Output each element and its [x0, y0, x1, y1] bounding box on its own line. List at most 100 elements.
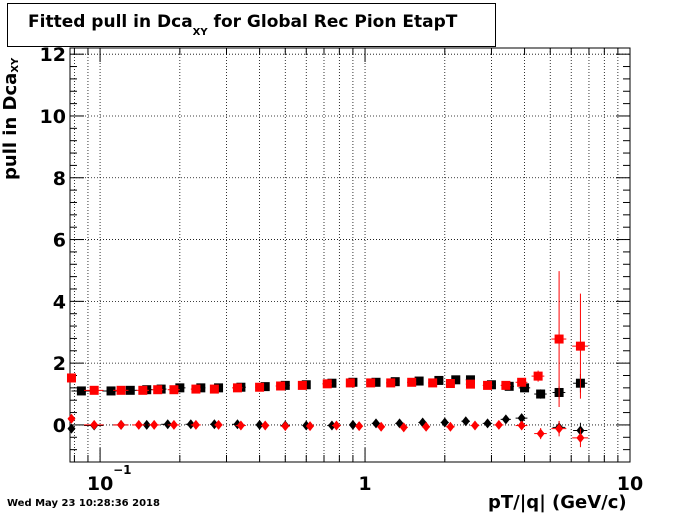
data-point [190, 419, 201, 430]
title-box: Fitted pull in DcaXY for Global Rec Pion… [7, 3, 496, 47]
diamond-marker [261, 420, 270, 431]
x-tick-label: 10 [617, 473, 643, 495]
data-point [214, 419, 223, 430]
diamond-marker [90, 419, 99, 430]
diamond-marker [494, 419, 503, 430]
data-point [500, 414, 511, 425]
data-point [348, 419, 357, 430]
square-marker [276, 381, 286, 391]
square-marker [366, 378, 376, 388]
square-marker [483, 380, 493, 390]
square-marker [297, 380, 307, 390]
timestamp: Wed May 23 10:28:36 2018 [7, 498, 160, 509]
y-axis-label-main: pull in Dca [0, 72, 21, 180]
square-marker [322, 379, 332, 389]
y-axis-label: pull in DcaXY [0, 58, 21, 180]
data-point [421, 421, 431, 432]
square-marker [89, 385, 99, 395]
diamond-marker [150, 419, 159, 430]
data-point [399, 422, 408, 433]
data-point [102, 386, 120, 396]
y-tick-label: 6 [53, 230, 66, 252]
data-point [515, 420, 528, 431]
diamond-marker [422, 421, 431, 432]
diamond-marker [163, 419, 172, 430]
data-point [67, 423, 76, 434]
diamond-marker [281, 421, 290, 432]
chart-title: Fitted pull in DcaXY for Global Rec Pion… [28, 12, 457, 38]
chart-title-sub: XY [192, 27, 208, 38]
diamond-marker [169, 419, 178, 430]
square-marker [327, 378, 337, 388]
data-point [151, 385, 164, 395]
diamond-marker [134, 419, 143, 430]
data-point [531, 370, 545, 382]
diamond-marker [117, 419, 126, 430]
data-point [461, 416, 471, 427]
square-marker [175, 383, 185, 393]
square-marker [169, 385, 179, 395]
diamond-marker [446, 421, 455, 432]
square-marker [280, 380, 290, 390]
data-point [66, 373, 76, 383]
square-marker [533, 371, 543, 381]
data-point [297, 380, 307, 390]
data-point [148, 419, 160, 430]
diamond-marker [399, 422, 408, 433]
square-marker [536, 389, 546, 399]
data-point [386, 378, 396, 388]
diamond-marker [332, 420, 341, 431]
square-marker [255, 382, 265, 392]
diamond-marker [214, 419, 223, 430]
diamond-marker [576, 432, 585, 443]
diamond-marker [186, 419, 195, 430]
square-marker [407, 377, 417, 387]
square-marker [501, 380, 511, 390]
y-tick-label: 12 [40, 44, 66, 66]
square-marker [260, 382, 270, 392]
data-point [306, 421, 315, 432]
square-marker [191, 384, 201, 394]
data-point [84, 419, 104, 430]
data-point [515, 377, 528, 387]
x-tick-label: 1 [358, 473, 371, 495]
diamond-marker [483, 418, 492, 429]
square-marker [232, 383, 242, 393]
square-marker [517, 377, 527, 387]
data-point [551, 271, 567, 408]
data-point [445, 379, 455, 389]
data-point [345, 378, 355, 388]
square-marker [445, 379, 455, 389]
data-point [232, 383, 243, 393]
diamond-marker [255, 419, 264, 430]
data-point [355, 421, 364, 432]
diamond-marker [67, 413, 76, 424]
diamond-marker [501, 414, 510, 425]
data-marks [66, 271, 589, 448]
diamond-marker [517, 420, 526, 431]
data-point [84, 385, 104, 395]
diamond-marker [67, 423, 76, 434]
y-tick-label: 8 [53, 168, 66, 190]
data-point [500, 380, 511, 390]
data-point [132, 419, 146, 430]
data-point [482, 418, 493, 429]
data-point [551, 420, 567, 437]
data-point [322, 379, 332, 389]
square-marker [386, 378, 396, 388]
data-point [572, 428, 589, 448]
data-point [235, 420, 246, 431]
square-marker [125, 385, 135, 395]
data-point [67, 413, 76, 424]
square-marker [520, 383, 530, 393]
data-point [275, 381, 286, 391]
diamond-marker [348, 419, 357, 430]
square-marker [209, 384, 219, 394]
y-tick-label: 4 [53, 291, 66, 313]
y-tick-label: 2 [53, 353, 66, 375]
y-tick-label: 0 [53, 415, 66, 437]
square-marker [428, 378, 438, 388]
data-point [113, 419, 129, 430]
data-point [209, 384, 219, 394]
x-tick-label: 10 [87, 473, 113, 495]
